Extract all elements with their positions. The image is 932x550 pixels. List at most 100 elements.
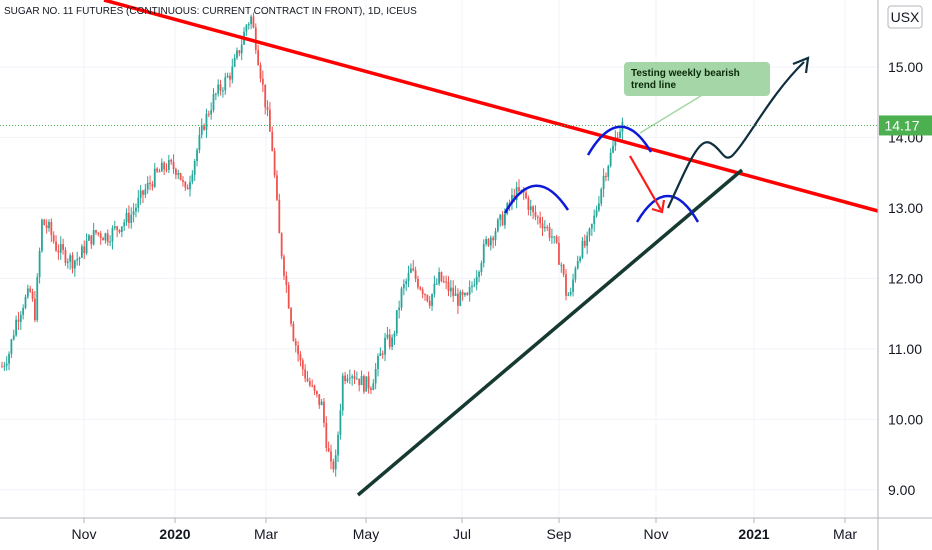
candle — [501, 211, 504, 227]
candle — [489, 235, 492, 251]
candle — [59, 236, 62, 260]
candle — [412, 260, 415, 272]
candle — [273, 147, 276, 178]
candle — [64, 247, 67, 266]
candle — [525, 190, 527, 200]
candle — [226, 72, 229, 79]
candle — [337, 431, 339, 463]
candle — [170, 158, 173, 165]
candle — [555, 234, 558, 244]
candle — [452, 280, 455, 302]
candle — [186, 184, 189, 190]
candle — [142, 189, 144, 203]
candle — [318, 394, 321, 409]
candle — [496, 217, 499, 233]
bearish-trend-line — [103, 0, 879, 213]
candle — [250, 14, 252, 30]
candle — [454, 285, 457, 296]
arc-projected-peak — [635, 194, 700, 223]
last-price-label: 14.17 — [884, 117, 919, 133]
candle — [372, 379, 375, 391]
candle — [365, 376, 368, 392]
candle — [200, 118, 203, 139]
candle — [386, 326, 389, 340]
red-arrow-head — [651, 199, 666, 214]
candle — [43, 218, 46, 226]
candle — [165, 163, 168, 173]
candle — [499, 213, 502, 227]
candle — [433, 275, 436, 298]
candle — [529, 199, 532, 217]
candle — [219, 79, 222, 96]
candle — [457, 288, 459, 315]
candle — [203, 123, 205, 131]
candle — [50, 218, 53, 243]
candle — [482, 239, 485, 268]
candle — [193, 159, 196, 181]
candle — [313, 384, 316, 395]
candle — [125, 208, 128, 226]
candle — [224, 72, 227, 95]
candle — [104, 232, 107, 244]
candle — [576, 255, 579, 270]
candle — [189, 175, 191, 197]
candle — [137, 190, 140, 213]
candle — [29, 285, 32, 294]
candle — [184, 180, 187, 192]
candle — [8, 351, 10, 371]
y-tick-label: 13.00 — [888, 200, 923, 216]
candle — [442, 275, 445, 284]
candle — [17, 311, 20, 330]
candle — [57, 244, 60, 260]
candle — [259, 62, 262, 83]
candle — [73, 259, 76, 277]
projection-arrow-path — [667, 61, 805, 209]
candle — [363, 374, 365, 395]
candle — [311, 379, 314, 388]
candle — [292, 321, 295, 342]
candle — [565, 269, 567, 301]
candle — [308, 377, 311, 388]
candle — [511, 188, 513, 211]
candle — [562, 263, 565, 278]
candle — [546, 224, 549, 231]
candle — [299, 351, 302, 367]
candle — [210, 102, 213, 120]
candle — [461, 289, 464, 301]
currency-badge[interactable] — [887, 5, 923, 29]
candle — [158, 168, 161, 173]
candle — [572, 273, 574, 297]
candle — [478, 270, 480, 283]
candle — [400, 286, 403, 311]
candle — [78, 256, 81, 266]
candle — [560, 262, 563, 273]
candle — [551, 228, 553, 244]
candle — [212, 88, 215, 113]
candle — [3, 361, 6, 371]
candle — [247, 22, 250, 30]
candle — [539, 211, 542, 228]
time-axis: Nov 2020 Mar May Jul Sep Nov 2021 Mar — [72, 518, 857, 542]
candle — [182, 176, 184, 187]
x-tick-label: Mar — [833, 526, 857, 542]
candle — [402, 279, 405, 296]
candle — [377, 353, 379, 377]
x-tick-label: Nov — [644, 526, 669, 542]
candle — [88, 233, 90, 241]
candle — [294, 338, 297, 353]
candle — [175, 167, 177, 179]
candle — [233, 54, 236, 68]
candle — [440, 271, 443, 283]
candle — [360, 370, 363, 386]
candle — [435, 278, 438, 285]
candle — [252, 12, 255, 29]
candle — [271, 126, 274, 152]
candle — [304, 364, 307, 383]
candle — [468, 280, 471, 302]
candle — [191, 170, 194, 185]
candle — [95, 229, 97, 236]
candle — [264, 84, 267, 115]
candle — [327, 441, 330, 453]
